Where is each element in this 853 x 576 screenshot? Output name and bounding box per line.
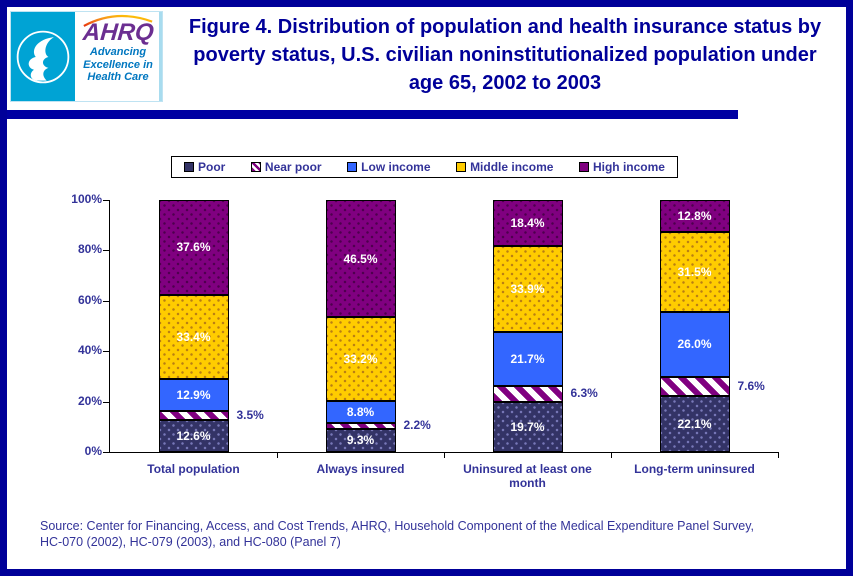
legend-item-high-income: High income <box>578 160 665 174</box>
bar-segment-poor: 9.3% <box>325 428 396 452</box>
y-axis-tick <box>103 452 109 453</box>
legend-label: High income <box>592 160 665 174</box>
bar-segment-high-income: 18.4% <box>492 200 563 247</box>
bar-segment-near-poor <box>325 423 396 429</box>
header-divider <box>7 110 738 119</box>
legend-label: Poor <box>198 160 226 174</box>
bar-segment-high-income: 46.5% <box>325 200 396 318</box>
category-label: Long-term uninsured <box>634 462 755 476</box>
y-axis-label: 100% <box>71 192 102 206</box>
value-label-high-income: 46.5% <box>343 251 378 266</box>
figure-title: Figure 4. Distribution of population and… <box>188 16 822 94</box>
bar-segment-near-poor <box>659 377 730 397</box>
y-axis-tick <box>103 200 109 201</box>
legend-item-middle-income: Middle income <box>456 160 553 174</box>
value-label-near-poor: 2.2% <box>403 417 431 432</box>
bar-segment-near-poor <box>158 411 229 421</box>
value-label-poor: 22.1% <box>677 417 712 432</box>
bar-segment-middle-income: 33.9% <box>492 246 563 332</box>
legend-item-near-poor: Near poor <box>250 160 322 174</box>
bar-segment-low-income: 8.8% <box>325 400 396 424</box>
source-line: HC-070 (2002), HC-079 (2003), and HC-080… <box>40 535 341 549</box>
bar-segment-low-income: 21.7% <box>492 331 563 387</box>
legend-swatch-poor <box>184 162 194 172</box>
ahrq-tagline-line: Advancing <box>89 46 147 58</box>
x-axis-tick <box>611 453 612 458</box>
legend-swatch-low-income <box>347 162 358 172</box>
value-label-poor: 12.6% <box>176 429 211 444</box>
y-axis-tick <box>103 300 109 302</box>
y-axis-label: 20% <box>77 393 102 408</box>
bar-segment-poor: 12.6% <box>158 420 229 452</box>
category-label: Total population <box>147 462 240 476</box>
chart-legend: Poor Near poor Low income Middle income High… <box>171 156 678 178</box>
legend-item-low-income: Low income <box>347 160 431 174</box>
bar-segment-middle-income: 33.4% <box>158 294 229 379</box>
value-label-middle-income: 33.9% <box>510 282 545 297</box>
legend-swatch-middle-income <box>456 162 467 172</box>
source-line: Source: Center for Financing, Access, an… <box>40 519 755 533</box>
bar-segment-high-income: 12.8% <box>659 200 730 233</box>
value-label-low-income: 12.9% <box>176 388 211 403</box>
value-label-low-income: 26.0% <box>677 337 712 352</box>
legend-label: Low income <box>361 160 431 174</box>
value-label-high-income: 18.4% <box>510 216 545 231</box>
y-axis-label: 60% <box>77 292 102 307</box>
ahrq-tagline: Advancing Excellence in Health Care <box>83 46 153 84</box>
x-axis-tick <box>778 453 779 458</box>
value-label-low-income: 21.7% <box>510 352 545 367</box>
hhs-seal <box>11 12 75 101</box>
bar-segment-low-income: 12.9% <box>158 378 229 412</box>
category-label: Uninsured at least one month <box>463 462 592 490</box>
value-label-middle-income: 33.2% <box>343 352 378 366</box>
source-note: Source: Center for Financing, Access, an… <box>40 518 835 550</box>
bar-segment-low-income: 26.0% <box>659 311 730 378</box>
x-axis-line <box>109 452 779 453</box>
value-label-near-poor: 6.3% <box>570 386 598 401</box>
bar-segment-middle-income: 31.5% <box>659 232 730 312</box>
y-axis-tick <box>103 401 109 403</box>
legend-swatch-high-income <box>578 162 589 172</box>
rainbow-arc-icon <box>83 14 153 27</box>
value-label-middle-income: 33.4% <box>176 329 211 344</box>
chart-plot-area: 0% 20% 40% 60% 80% 100% 12.6% 3.5% 12.9% 33.4% 37.… <box>7 7 846 569</box>
value-label-high-income: 37.6% <box>176 240 211 255</box>
y-axis-tick <box>103 351 109 353</box>
hhs-eagle-icon <box>16 30 70 83</box>
legend-label: Near poor <box>264 160 322 174</box>
bar-segment-near-poor <box>492 386 563 403</box>
bar-segment-poor: 22.1% <box>659 396 730 452</box>
bar-segment-poor: 19.7% <box>492 402 563 452</box>
value-label-near-poor: 7.6% <box>737 378 765 393</box>
ahrq-tagline-line: Excellence in <box>83 58 153 71</box>
value-label-near-poor: 3.5% <box>236 407 264 422</box>
y-axis-label: 40% <box>77 343 102 358</box>
ahrq-wordmark: AHRQ Advancing Excellence in Health Care <box>75 12 162 101</box>
ahrq-tagline-line: Health Care <box>87 71 149 83</box>
y-axis-label: 0% <box>84 444 102 458</box>
bar-segment-middle-income: 33.2% <box>325 317 396 401</box>
y-axis-label: 80% <box>77 242 102 257</box>
category-label: Always insured <box>316 462 405 476</box>
value-label-high-income: 12.8% <box>677 209 712 224</box>
bar-segment-high-income: 37.6% <box>158 200 229 295</box>
hhs-ahrq-logo: AHRQ Advancing Excellence in Health Care <box>10 11 163 102</box>
y-axis-tick <box>103 250 109 252</box>
value-label-poor: 9.3% <box>346 433 375 448</box>
x-axis-tick <box>444 453 445 458</box>
legend-item-poor: Poor <box>184 160 225 174</box>
legend-swatch-near-poor <box>250 162 261 172</box>
legend-label: Middle income <box>470 160 554 174</box>
y-axis-line <box>109 200 110 453</box>
x-axis-tick <box>277 453 278 458</box>
value-label-middle-income: 31.5% <box>677 264 712 279</box>
value-label-poor: 19.7% <box>510 420 545 435</box>
value-label-low-income: 8.8% <box>346 404 375 419</box>
